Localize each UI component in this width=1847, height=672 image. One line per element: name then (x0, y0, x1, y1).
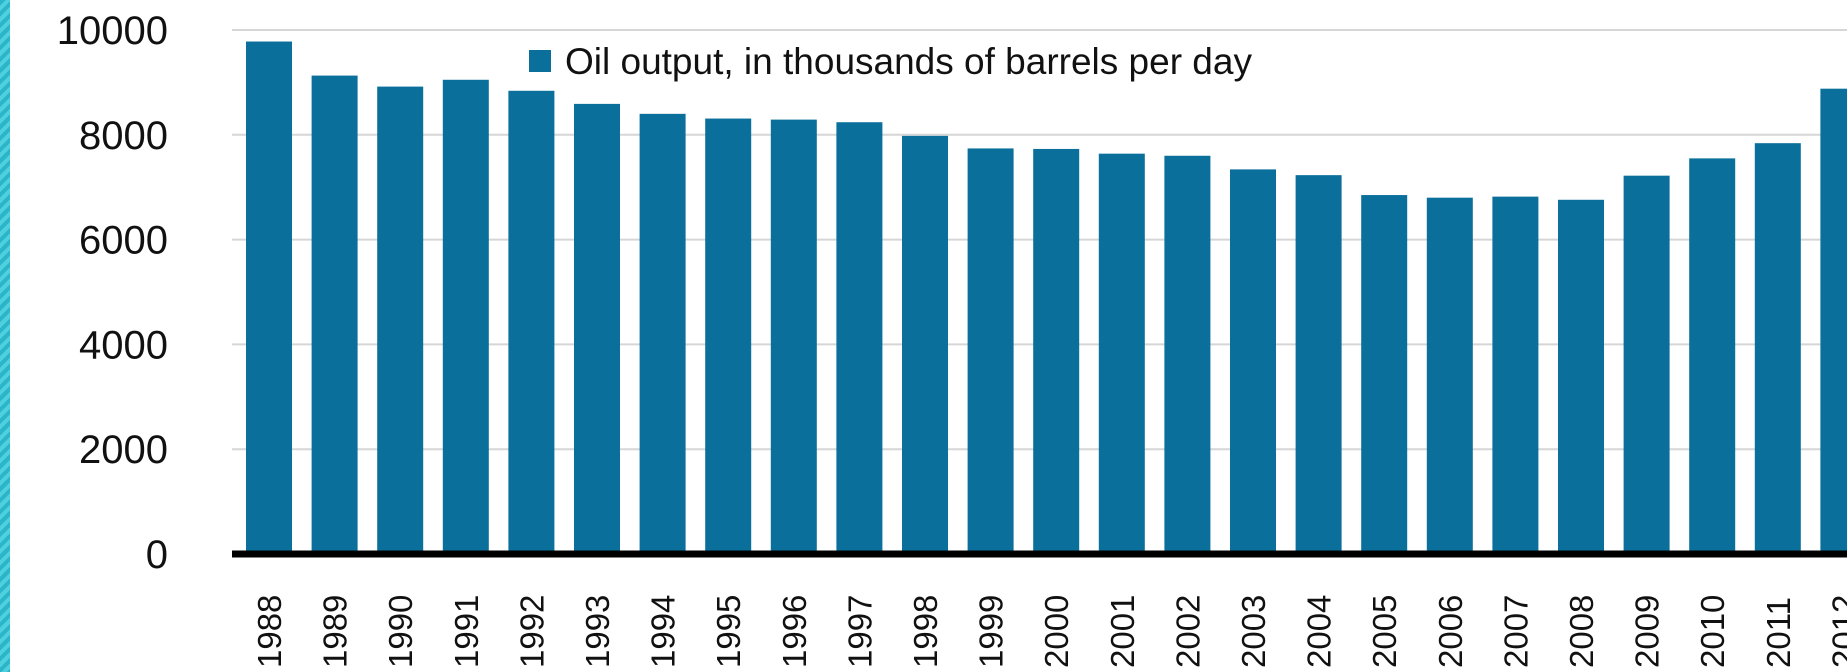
x-tick-label: 1994 (645, 595, 682, 668)
legend-swatch (529, 50, 551, 72)
x-tick-label: 2002 (1169, 595, 1206, 668)
bar-2010 (1689, 158, 1736, 554)
bar-2009 (1623, 175, 1670, 554)
bar-2002 (1164, 155, 1211, 554)
decorative-stripe (0, 0, 10, 672)
bar-1993 (574, 103, 620, 554)
bar-2003 (1230, 169, 1276, 554)
x-tick-label: 2000 (1038, 595, 1075, 668)
bar-2012 (1820, 88, 1847, 555)
y-tick-label: 8000 (79, 114, 168, 158)
bar-2005 (1361, 195, 1408, 554)
y-axis-ticks: 0 2000 4000 6000 8000 10000 (57, 9, 168, 577)
y-tick-label: 0 (146, 533, 168, 577)
x-tick-label: 1999 (973, 595, 1010, 668)
x-tick-label: 1991 (448, 595, 485, 668)
x-tick-label: 2004 (1301, 595, 1338, 668)
x-tick-label: 1997 (841, 595, 878, 668)
x-tick-label: 1990 (382, 595, 419, 668)
bar-1990 (377, 86, 424, 554)
bar-2008 (1558, 199, 1604, 554)
bar-2000 (1033, 148, 1080, 554)
x-tick-label: 1998 (907, 595, 944, 668)
x-tick-label: 1996 (776, 595, 813, 668)
bar-2001 (1098, 153, 1145, 554)
bar-2007 (1492, 196, 1539, 554)
y-tick-label: 4000 (79, 323, 168, 367)
x-tick-label: 1992 (513, 595, 550, 668)
x-axis-ticks: 1988 1989 1990 1991 1992 1993 1994 1995 1996 1997… (251, 595, 1847, 668)
x-tick-label: 2008 (1563, 595, 1600, 668)
bar-1995 (705, 118, 752, 554)
x-tick-label: 2001 (1104, 595, 1141, 668)
bar-1988 (246, 41, 292, 554)
bar-1999 (967, 148, 1014, 554)
x-tick-label: 2003 (1235, 595, 1272, 668)
x-tick-label: 1988 (251, 595, 288, 668)
x-tick-label: 2010 (1694, 595, 1731, 668)
bar-1992 (508, 90, 555, 554)
x-tick-label: 2006 (1432, 595, 1469, 668)
x-tick-label: 2009 (1629, 595, 1666, 668)
bar-series (246, 41, 1847, 555)
x-tick-label: 2011 (1760, 597, 1797, 668)
legend-label: Oil output, in thousands of barrels per … (565, 41, 1252, 82)
x-tick-label: 2005 (1366, 595, 1403, 668)
x-tick-label: 2007 (1497, 595, 1534, 668)
bar-1997 (836, 122, 883, 554)
x-tick-label: 2012 (1825, 595, 1847, 668)
bar-1994 (639, 113, 686, 554)
y-tick-label: 2000 (79, 428, 168, 472)
x-tick-label: 1989 (317, 595, 354, 668)
bar-1996 (770, 119, 817, 554)
bar-2006 (1426, 197, 1473, 554)
y-tick-label: 6000 (79, 219, 168, 263)
bar-1989 (311, 75, 358, 554)
bar-1991 (442, 79, 489, 554)
y-tick-label: 10000 (57, 9, 168, 53)
x-tick-label: 1993 (579, 595, 616, 668)
bar-1998 (902, 135, 948, 554)
bar-2004 (1295, 175, 1342, 554)
bar-2011 (1754, 143, 1801, 554)
legend: Oil output, in thousands of barrels per … (529, 41, 1252, 82)
x-tick-label: 1995 (710, 595, 747, 668)
